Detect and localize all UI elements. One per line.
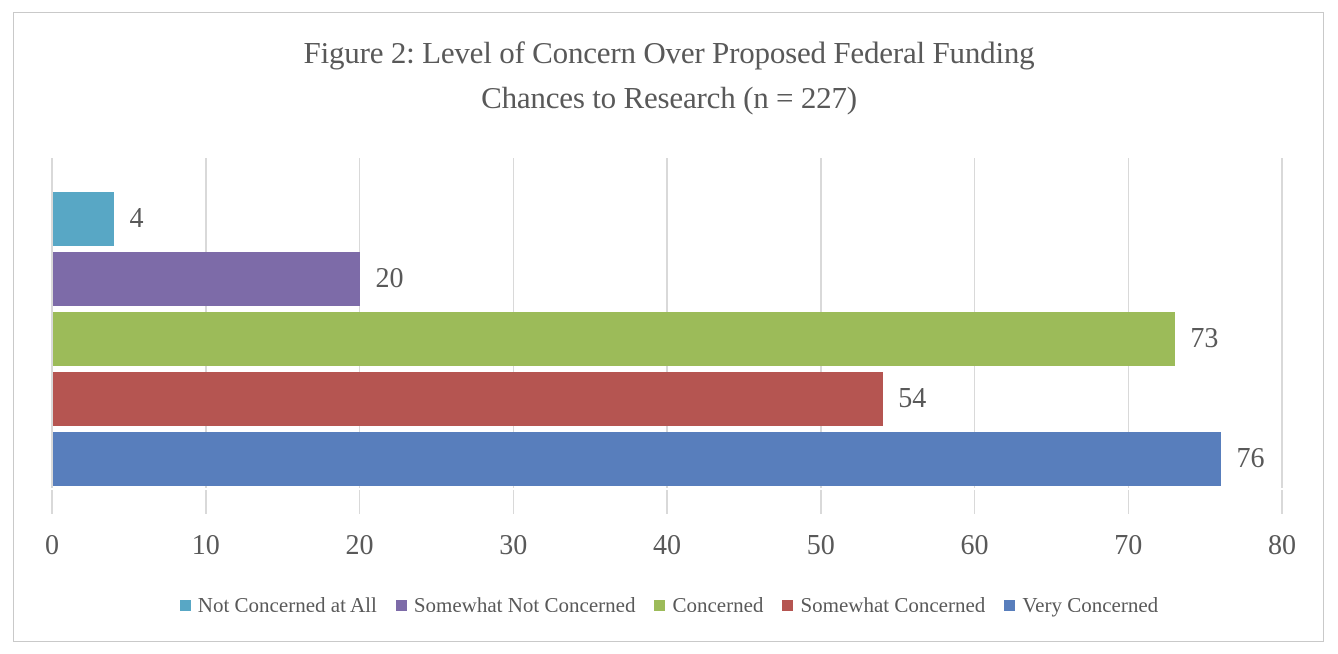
tick-mark-x-60 [973, 490, 976, 514]
chart-title-line-2: Chances to Research (n = 227) [481, 80, 857, 115]
tick-label-x-70: 70 [1114, 530, 1143, 561]
bar-not-concerned-at-all [52, 192, 115, 246]
tick-label-x-0: 0 [45, 530, 59, 561]
tick-label-x-60: 60 [960, 530, 989, 561]
tick-label-x-20: 20 [345, 530, 374, 561]
tick-label-x-40: 40 [653, 530, 681, 561]
tick-mark-x-20 [358, 490, 361, 514]
bar-value-label: 20 [375, 262, 404, 294]
bar-value-label: 4 [129, 203, 144, 234]
bar-value-label: 54 [898, 382, 927, 414]
legend-label: Somewhat Not Concerned [413, 593, 636, 617]
legend-label: Very Concerned [1022, 593, 1159, 617]
bar-somewhat-concerned [52, 371, 883, 426]
chart-title: Figure 2: Level of Concern Over Proposed… [0, 30, 1338, 120]
legend-item-very-concerned: Very Concerned [1004, 593, 1158, 617]
tick-mark-x-30 [512, 490, 514, 514]
legend-label: Concerned [672, 593, 764, 617]
legend-swatch-icon [395, 599, 407, 611]
bar-somewhat-not-concerned [52, 251, 361, 306]
chart-title-line-1: Figure 2: Level of Concern Over Proposed… [303, 35, 1035, 70]
legend-label: Somewhat Concerned [800, 593, 986, 617]
tick-label-x-30: 30 [499, 530, 528, 561]
tick-mark-x-0 [51, 490, 53, 514]
tick-mark-x-40 [666, 490, 668, 514]
bar-value-label: 76 [1236, 442, 1265, 474]
legend-item-concerned: Concerned [654, 593, 763, 617]
tick-label-x-50: 50 [806, 530, 835, 561]
gridline-x-0 [51, 158, 53, 488]
legend-swatch-icon [782, 599, 794, 611]
chart-legend: Not Concerned at All Somewhat Not Concern… [0, 593, 1338, 617]
bar-value-label: 73 [1190, 322, 1219, 354]
tick-label-x-10: 10 [191, 530, 220, 561]
legend-swatch-icon [179, 599, 191, 611]
legend-label: Not Concerned at All [197, 593, 377, 617]
legend-item-somewhat-concerned: Somewhat Concerned [782, 593, 985, 617]
tick-mark-x-10 [205, 490, 207, 514]
gridline-x-80 [1281, 158, 1283, 488]
legend-item-not-concerned-at-all: Not Concerned at All [179, 593, 377, 617]
tick-mark-x-80 [1281, 490, 1283, 514]
bar-concerned [52, 311, 1176, 366]
bar-very-concerned [52, 431, 1222, 486]
legend-item-somewhat-not-concerned: Somewhat Not Concerned [395, 593, 636, 617]
tick-mark-x-50 [820, 490, 822, 514]
legend-swatch-icon [654, 599, 666, 611]
legend-swatch-icon [1004, 599, 1016, 611]
tick-label-x-80: 80 [1268, 530, 1296, 561]
tick-mark-x-70 [1127, 490, 1129, 514]
